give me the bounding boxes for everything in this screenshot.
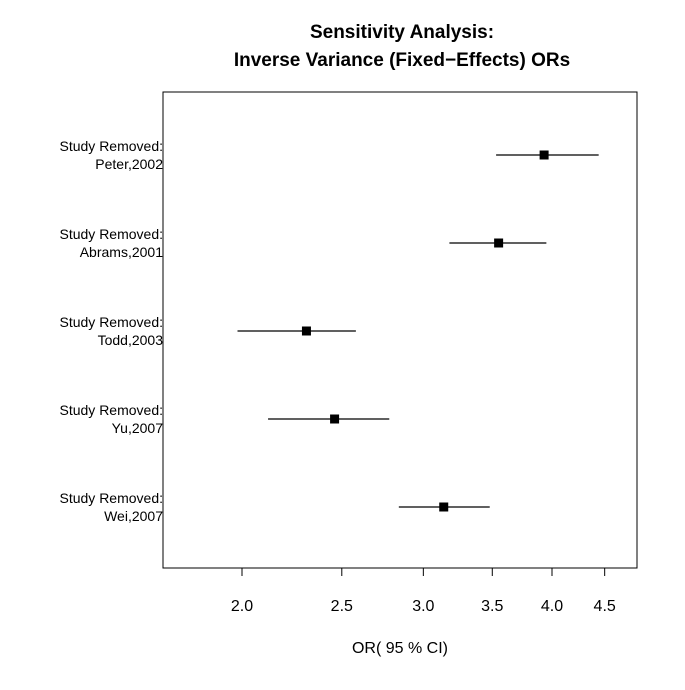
x-tick-label: 3.0: [412, 598, 434, 615]
study-label-top: Study Removed:: [60, 226, 164, 242]
or-point: [539, 150, 549, 160]
study-label-top: Study Removed:: [60, 138, 164, 154]
study-label-name: Peter,2002: [95, 156, 163, 172]
x-tick-label: 3.5: [481, 598, 503, 615]
chart-title-line-1: Sensitivity Analysis:: [310, 22, 494, 43]
study-label-name: Yu,2007: [112, 420, 164, 436]
study-label-top: Study Removed:: [60, 314, 164, 330]
x-tick-label: 4.5: [594, 598, 616, 615]
study-label-name: Wei,2007: [104, 508, 163, 524]
study-label-name: Abrams,2001: [80, 244, 163, 260]
plot-frame: [162, 91, 638, 569]
x-axis: 2.0 2.5 3.0 3.5 4.0 4.5: [231, 567, 616, 615]
or-point: [439, 502, 449, 512]
forest-row: Study Removed: Peter,2002: [60, 138, 599, 172]
x-tick-label: 4.0: [541, 598, 563, 615]
or-point: [494, 238, 504, 248]
forest-row: Study Removed: Abrams,2001: [60, 226, 547, 260]
x-tick-label: 2.5: [331, 598, 353, 615]
x-tick-label: 2.0: [231, 598, 253, 615]
forest-row: Study Removed: Yu,2007: [60, 402, 390, 436]
or-point: [330, 414, 340, 424]
study-label-top: Study Removed:: [60, 402, 164, 418]
study-label-top: Study Removed:: [60, 490, 164, 506]
x-axis-title: OR( 95 % CI): [352, 640, 448, 657]
study-label-name: Todd,2003: [98, 332, 164, 348]
forest-row: Study Removed: Todd,2003: [60, 314, 356, 348]
chart-title-line-2: Inverse Variance (Fixed−Effects) ORs: [234, 50, 570, 71]
forest-row: Study Removed: Wei,2007: [60, 490, 490, 524]
forest-rows: Study Removed: Peter,2002 Study Removed: Ab…: [60, 138, 599, 524]
or-point: [301, 326, 311, 336]
